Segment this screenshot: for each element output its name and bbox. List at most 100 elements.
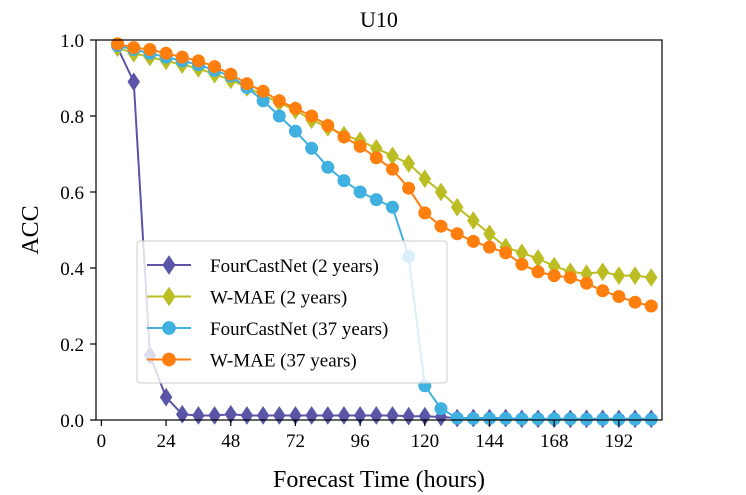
- y-tick-label: 0.6: [60, 183, 84, 204]
- legend-entry: FourCastNet (37 years): [147, 319, 388, 340]
- legend-entry: FourCastNet (2 years): [147, 255, 379, 277]
- data-point: [596, 262, 610, 282]
- x-tick-label: 0: [97, 431, 107, 452]
- legend-marker: [162, 286, 176, 307]
- data-point: [175, 50, 189, 64]
- data-point: [256, 405, 270, 425]
- data-point: [272, 405, 286, 425]
- data-point: [127, 41, 141, 55]
- data-point: [467, 211, 480, 230]
- data-point: [127, 72, 141, 92]
- data-point: [305, 141, 319, 155]
- legend-label: FourCastNet (2 years): [210, 256, 379, 277]
- data-point: [434, 182, 448, 202]
- data-point: [644, 412, 658, 426]
- data-point: [563, 412, 577, 426]
- data-point: [612, 266, 626, 286]
- series-line: [117, 44, 652, 421]
- data-point: [337, 405, 351, 425]
- data-point: [531, 412, 545, 426]
- legend-entry: W-MAE (37 years): [147, 351, 357, 372]
- x-tick-label: 24: [157, 431, 177, 452]
- data-point: [628, 412, 642, 426]
- data-point: [515, 257, 529, 271]
- chart-title: U10: [360, 7, 398, 32]
- x-tick-label: 144: [475, 431, 504, 452]
- data-point: [159, 46, 173, 60]
- y-tick-label: 0.2: [60, 335, 84, 356]
- data-point: [386, 146, 399, 166]
- data-point: [353, 185, 367, 199]
- data-point: [272, 109, 286, 123]
- data-point: [612, 290, 626, 303]
- data-point: [547, 269, 561, 283]
- data-point: [418, 169, 432, 189]
- data-point: [596, 284, 610, 298]
- data-point: [418, 206, 432, 220]
- data-point: [515, 412, 529, 426]
- x-tick-label: 48: [221, 431, 240, 452]
- data-point: [192, 405, 205, 425]
- data-point: [483, 224, 496, 244]
- data-point: [256, 84, 270, 98]
- y-tick-label: 0.8: [60, 107, 84, 128]
- legend-marker: [162, 255, 176, 275]
- data-point: [450, 197, 464, 217]
- legend-box: [136, 240, 448, 384]
- y-tick-label: 1.0: [60, 31, 84, 52]
- series-layer: [111, 37, 658, 429]
- data-point: [531, 249, 545, 268]
- x-tick-label: 96: [351, 431, 370, 452]
- data-point: [143, 43, 157, 56]
- data-point: [369, 151, 383, 165]
- data-point: [402, 154, 415, 173]
- data-point: [644, 299, 658, 313]
- series-line: [117, 46, 652, 279]
- data-point: [547, 412, 561, 426]
- data-point: [208, 405, 221, 425]
- y-tick-label: 0.4: [60, 259, 84, 280]
- data-point: [370, 405, 383, 425]
- data-point: [208, 60, 222, 74]
- x-tick-label: 72: [286, 431, 305, 452]
- legend: FourCastNet (2 years) W-MAE (2 years) Four…: [136, 240, 448, 384]
- x-axis-label: Forecast Time (hours): [273, 467, 485, 493]
- data-point: [288, 101, 302, 115]
- data-point: [224, 67, 238, 81]
- data-point: [450, 411, 464, 425]
- data-point: [353, 139, 367, 153]
- data-point: [321, 119, 335, 132]
- data-point: [159, 387, 173, 407]
- data-point: [402, 406, 415, 426]
- x-tick-label: 168: [540, 431, 569, 452]
- data-point: [628, 266, 642, 286]
- data-point: [256, 94, 270, 108]
- data-point: [434, 402, 448, 416]
- data-point: [466, 411, 480, 425]
- data-point: [563, 271, 577, 284]
- y-axis-label: ACC: [18, 205, 44, 254]
- series-line: [117, 42, 652, 307]
- y-tick-label: 0.0: [60, 411, 84, 432]
- data-point: [580, 276, 594, 290]
- series-4: [111, 37, 658, 313]
- legend-label: W-MAE (2 years): [210, 288, 347, 309]
- data-point: [321, 405, 335, 425]
- plot-frame: [95, 39, 663, 421]
- legend-marker: [162, 352, 176, 367]
- data-point: [385, 200, 399, 214]
- data-point: [499, 411, 513, 425]
- data-point: [272, 94, 286, 108]
- legend-label: FourCastNet (37 years): [210, 319, 388, 340]
- data-point: [337, 130, 351, 144]
- data-point: [369, 193, 383, 207]
- data-point: [531, 265, 545, 279]
- data-point: [402, 181, 416, 195]
- data-point: [386, 405, 399, 425]
- data-point: [483, 240, 497, 254]
- data-point: [434, 219, 448, 233]
- data-point: [321, 160, 335, 174]
- data-point: [175, 404, 189, 424]
- y-axis: 0.0 0.2 0.4 0.6 0.8 1.0: [60, 31, 96, 432]
